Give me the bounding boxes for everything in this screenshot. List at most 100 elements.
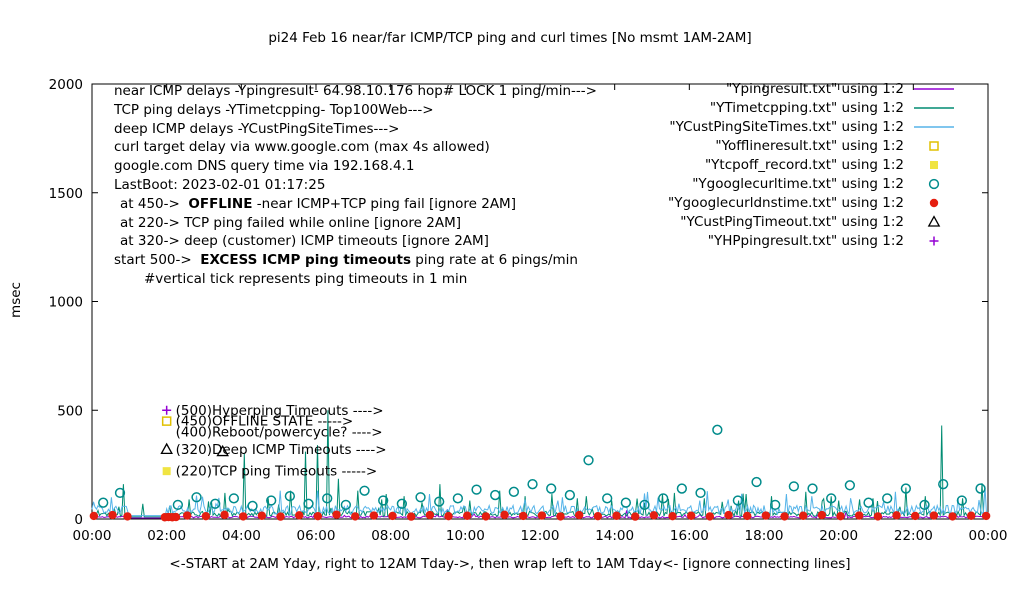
- point-circle: [817, 510, 827, 520]
- point-circle: [799, 511, 808, 520]
- legend-key-circle-open: [928, 178, 940, 190]
- point-circle-open: [956, 495, 968, 506]
- legend-key-triangle-open: [927, 214, 941, 227]
- point-circle: [855, 511, 864, 520]
- point-circle-open: [770, 499, 781, 511]
- legend-entry: "Ypingresult.txt" using 1:2: [668, 80, 956, 99]
- point-circle-open: [114, 487, 126, 499]
- legend-key-line: [914, 107, 954, 110]
- point-circle: [575, 510, 584, 520]
- point-circle: [537, 511, 547, 520]
- annotation-line: deep ICMP delays -YCustPingSiteTimes--->: [114, 120, 597, 139]
- legend-entry: "YHPpingresult.txt" using 1:2: [668, 231, 956, 250]
- point-circle: [388, 511, 397, 521]
- point-circle-open: [807, 483, 818, 494]
- point-circle: [500, 510, 509, 520]
- annotation-line: at 320-> deep (customer) ICMP timeouts […: [114, 232, 597, 251]
- point-plus: [162, 405, 172, 415]
- point-circle: [257, 511, 267, 520]
- y-tick-label: 500: [57, 403, 83, 419]
- annotation-text: at 320-> deep (customer) ICMP timeouts […: [120, 233, 489, 250]
- x-tick-label: 08:00: [371, 528, 410, 544]
- annotation-line: #vertical tick represents ping timeouts …: [114, 270, 597, 289]
- annotation-line: at 220-> TCP ping failed while online [i…: [114, 214, 597, 233]
- annotation-bold-text: EXCESS ICMP ping timeouts: [200, 252, 412, 269]
- point-square-open: [929, 141, 939, 151]
- point-plus: [929, 236, 939, 246]
- point-circle: [593, 511, 603, 521]
- legend-key-line: [914, 126, 954, 128]
- series-Ygooglecurltime: [98, 424, 986, 512]
- point-circle: [929, 198, 939, 207]
- legend-entry: "Ygooglecurldnstime.txt" using 1:2: [668, 193, 956, 212]
- legend-label: "Ytcpoff_record.txt" using 1:2: [704, 157, 904, 173]
- point-circle-open: [844, 480, 856, 491]
- point-circle-open: [751, 476, 762, 488]
- point-circle: [967, 511, 976, 520]
- point-circle: [425, 510, 435, 520]
- annotation-text: at 220-> TCP ping failed while online [i…: [120, 214, 462, 231]
- legend-label: "Ygooglecurltime.txt" using 1:2: [692, 175, 904, 192]
- point-circle-open: [583, 455, 594, 466]
- legend-label: "YHPpingresult.txt" using 1:2: [707, 232, 904, 249]
- point-circle: [444, 511, 453, 521]
- point-circle: [705, 512, 715, 521]
- x-tick-label: 06:00: [297, 528, 336, 544]
- point-circle-open: [396, 498, 408, 509]
- annotation-text: deep ICMP delays -YCustPingSiteTimes--->: [114, 120, 400, 137]
- legend-entry: "Ygooglecurltime.txt" using 1:2: [668, 174, 956, 193]
- annotation-line: curl target delay via www.google.com (ma…: [114, 138, 597, 157]
- point-circle: [892, 511, 901, 520]
- point-circle: [295, 511, 304, 520]
- y-tick-label: 1500: [49, 186, 83, 202]
- point-circle-open: [882, 493, 893, 504]
- point-circle: [836, 511, 845, 521]
- point-circle-open: [322, 493, 333, 504]
- series-YCustPingSiteTimes: [91, 486, 989, 517]
- point-circle: [369, 511, 379, 520]
- legend-key-circle: [929, 198, 939, 207]
- point-circle-open: [527, 479, 538, 490]
- legend-label: "YTimetcpping.txt" using 1:2: [709, 100, 904, 117]
- annotation-line: google.com DNS query time via 192.168.4.…: [114, 157, 597, 176]
- point-square: [930, 161, 938, 169]
- point-circle: [743, 511, 752, 521]
- annotation-text: google.com DNS query time via 192.168.4.…: [114, 158, 415, 175]
- point-circle: [481, 512, 491, 521]
- point-circle: [724, 510, 733, 520]
- point-circle: [463, 511, 472, 520]
- y-tick-label: 0: [74, 512, 83, 528]
- y-tick-label: 1000: [49, 295, 83, 311]
- point-circle-open: [228, 493, 240, 504]
- annotation-text: start 500->: [114, 252, 201, 269]
- point-circle: [761, 511, 771, 520]
- point-circle: [123, 512, 132, 521]
- x-tick-label: 02:00: [147, 528, 186, 544]
- x-tick-label: 14:00: [595, 528, 634, 544]
- legend-entry: "Yofflineresult.txt" using 1:2: [668, 137, 956, 156]
- point-circle: [612, 511, 621, 520]
- x-axis-label: <-START at 2AM Yday, right to 12AM Tday-…: [169, 556, 851, 572]
- point-circle-open: [378, 495, 389, 506]
- annotation-line: at 450-> OFFLINE -near ICMP+TCP ping fai…: [114, 195, 597, 214]
- plot-threshold-label: (320)Deep ICMP Timeouts ---->: [176, 442, 387, 458]
- legend-key-line: [914, 88, 954, 91]
- chart-title: pi24 Feb 16 near/far ICMP/TCP ping and c…: [268, 30, 752, 46]
- point-circle-open: [695, 487, 706, 499]
- point-circle: [929, 511, 939, 520]
- x-tick-label: 10:00: [446, 528, 485, 544]
- point-circle: [171, 512, 181, 522]
- point-circle: [556, 512, 565, 521]
- point-circle-open: [452, 493, 464, 504]
- point-circle-open: [266, 495, 277, 506]
- x-tick-label: 22:00: [894, 528, 933, 544]
- point-circle-open: [975, 483, 986, 494]
- x-tick-label: 16:00: [670, 528, 709, 544]
- point-circle-open: [172, 499, 184, 511]
- point-circle-open: [900, 483, 912, 494]
- point-circle-open: [546, 483, 557, 494]
- annotation-line: start 500-> EXCESS ICMP ping timeouts pi…: [114, 251, 597, 270]
- annotation-line: LastBoot: 2023-02-01 01:17:25: [114, 176, 597, 195]
- x-tick-label: 20:00: [819, 528, 858, 544]
